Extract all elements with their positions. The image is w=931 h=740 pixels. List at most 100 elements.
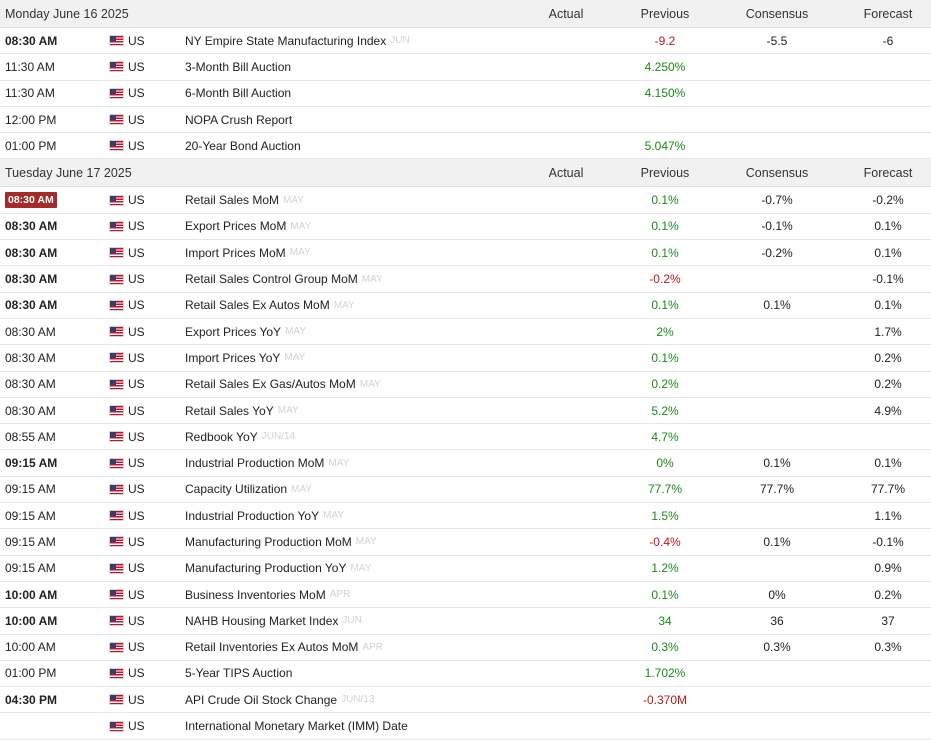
actual-value [520,107,612,132]
time-cell: 08:30 AM [5,345,100,370]
column-header-forecast[interactable]: Forecast [863,165,913,180]
column-header-previous[interactable]: Previous [640,6,690,21]
actual-value [520,187,612,212]
event-name-link[interactable]: NAHB Housing Market Index [185,613,339,628]
event-name-link[interactable]: Capacity Utilization [185,482,288,497]
event-row[interactable]: 11:30 AM US 3-Month Bill Auction 4.250% [0,54,931,81]
previous-value: 34 [658,613,672,628]
event-row[interactable]: 01:00 PM US 20-Year Bond Auction 5.047% [0,133,931,160]
event-cell: 6-Month Bill Auction [185,81,515,106]
event-name-link[interactable]: Retail Inventories Ex Autos MoM [185,640,359,655]
event-name-link[interactable]: Industrial Production YoY [185,508,320,523]
event-name-link[interactable]: Export Prices MoM [185,219,287,234]
previous-value: 0.1% [651,587,679,602]
event-cell: Export Prices YoY MAY [185,319,515,344]
actual-value [520,635,612,660]
consensus-value: -0.7% [761,193,793,208]
country-code: US [128,456,145,471]
event-name-link[interactable]: International Monetary Market (IMM) Date [185,719,408,734]
event-row[interactable]: 08:30 AM US Import Prices MoM MAY 0.1% -0.2% 0… [0,240,931,267]
event-row[interactable]: 08:30 AM US Export Prices MoM MAY 0.1% -0.1% 0… [0,213,931,241]
event-row[interactable]: 08:30 AM US Export Prices YoY MAY 2% 1.7% [0,318,931,346]
forecast-value: 0.2% [874,587,902,602]
previous-value: 0.1% [651,193,679,208]
column-header-consensus[interactable]: Consensus [745,165,809,180]
event-row[interactable]: 08:55 AM US Redbook YoY JUN/14 4.7% [0,424,931,451]
event-cell: API Crude Oil Stock Change JUN/13 [185,687,515,712]
consensus-value: 0.1% [763,534,791,549]
event-row[interactable]: 08:30 AM US Retail Sales Ex Autos MoM MAY 0.… [0,292,931,319]
consensus-value: -5.5 [766,33,788,48]
event-row[interactable]: 08:30 AM US Retail Sales Ex Gas/Autos MoM M… [0,371,931,398]
event-period: MAY [359,378,381,390]
event-row[interactable]: 10:00 AM US Retail Inventories Ex Autos Mo… [0,634,931,661]
event-row[interactable]: 10:00 AM US Business Inventories MoM APR 0.1… [0,581,931,609]
event-name-link[interactable]: API Crude Oil Stock Change [185,692,338,707]
event-name-link[interactable]: Import Prices MoM [185,245,286,260]
us-flag-icon [110,36,123,46]
event-row[interactable]: US International Monetary Market (IMM) Da… [0,713,931,740]
event-row[interactable]: 09:15 AM US Manufacturing Production YoY MA… [0,555,931,582]
event-name-link[interactable]: 20-Year Bond Auction [185,138,301,153]
event-row[interactable]: 12:00 PM US NOPA Crush Report [0,106,931,134]
country-code: US [128,193,145,208]
event-period: MAY [361,273,383,285]
event-name-link[interactable]: Retail Sales Control Group MoM [185,272,358,287]
flag-cell [110,54,124,79]
event-row[interactable]: 08:30 AM US Retail Sales MoM MAY 0.1% -0.7% -0… [0,187,931,214]
time-cell: 09:15 AM [5,556,100,581]
event-time: 08:30 AM [5,272,58,287]
event-cell: NOPA Crush Report [185,107,515,132]
us-flag-icon [110,195,123,205]
event-row[interactable]: 09:15 AM US Industrial Production MoM MAY 0%… [0,450,931,477]
column-header-forecast[interactable]: Forecast [863,6,913,21]
time-cell: 11:30 AM [5,81,100,106]
event-name-link[interactable]: 5-Year TIPS Auction [185,666,293,681]
event-row[interactable]: 11:30 AM US 6-Month Bill Auction 4.150% [0,80,931,107]
event-row[interactable]: 08:30 AM US Import Prices YoY MAY 0.1% 0.2% [0,345,931,372]
event-name-link[interactable]: 6-Month Bill Auction [185,86,292,101]
event-row[interactable]: 08:30 AM US Retail Sales YoY MAY 5.2% 4.9% [0,397,931,425]
column-header-actual[interactable]: Actual [548,6,584,21]
event-name-link[interactable]: Redbook YoY [185,429,258,444]
event-row[interactable]: 09:15 AM US Industrial Production YoY MAY 1.… [0,503,931,530]
event-name-link[interactable]: Retail Sales YoY [185,403,274,418]
previous-value: 77.7% [647,482,683,497]
us-flag-icon [110,590,123,600]
forecast-value: -0.1% [872,534,904,549]
event-name-link[interactable]: 3-Month Bill Auction [185,59,292,74]
event-time: 08:30 AM [5,403,56,418]
event-row[interactable]: 10:00 AM US NAHB Housing Market Index JUN 34… [0,608,931,635]
event-row[interactable]: 08:30 AM US NY Empire State Manufacturing … [0,28,931,55]
event-name-link[interactable]: Business Inventories MoM [185,587,326,602]
event-row[interactable]: 08:30 AM US Retail Sales Control Group MoM… [0,266,931,293]
event-name-link[interactable]: Retail Sales Ex Autos MoM [185,298,330,313]
forecast-value: 0.1% [874,245,902,260]
us-flag-icon [110,274,123,284]
event-name-link[interactable]: Export Prices YoY [185,324,282,339]
event-period: MAY [285,326,306,338]
forecast-value: 0.2% [874,377,902,392]
event-name-link[interactable]: Retail Sales MoM [185,193,280,208]
actual-value [520,345,612,370]
event-name-link[interactable]: Industrial Production MoM [185,456,325,471]
event-row[interactable]: 09:15 AM US Capacity Utilization MAY 77.7% 77… [0,476,931,504]
column-header-actual[interactable]: Actual [548,165,584,180]
event-name-link[interactable]: Manufacturing Production MoM [185,534,352,549]
event-name-link[interactable]: NOPA Crush Report [185,112,293,127]
event-name-link[interactable]: Manufacturing Production YoY [185,561,347,576]
us-flag-icon [110,616,123,626]
forecast-value [843,713,931,738]
event-cell: Industrial Production YoY MAY [185,503,515,528]
event-name-link[interactable]: Import Prices YoY [185,350,281,365]
event-row[interactable]: 01:00 PM US 5-Year TIPS Auction 1.702% [0,660,931,688]
actual-value [520,424,612,449]
event-name-link[interactable]: NY Empire State Manufacturing Index [185,33,387,48]
column-header-previous[interactable]: Previous [640,165,690,180]
event-cell: Redbook YoY JUN/14 [185,424,515,449]
event-row[interactable]: 04:30 PM US API Crude Oil Stock Change JUN/… [0,687,931,714]
column-header-consensus[interactable]: Consensus [745,6,809,21]
event-name-link[interactable]: Retail Sales Ex Gas/Autos MoM [185,377,356,392]
event-row[interactable]: 09:15 AM US Manufacturing Production MoM MA… [0,529,931,556]
country-code: US [128,245,145,260]
